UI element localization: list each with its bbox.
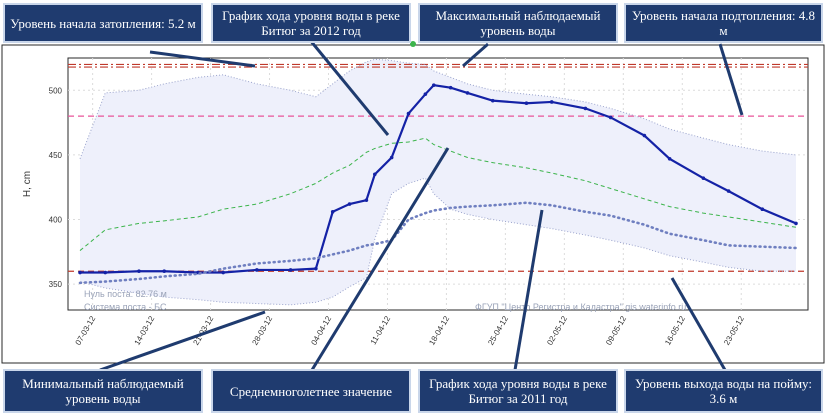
point-2012 [583, 106, 588, 111]
watermark-system: Система поста - БС [84, 302, 167, 312]
callout-long-term-avg-text: Среднемноголетнее значение [229, 383, 393, 399]
point-2012 [701, 176, 706, 180]
point-2012 [103, 270, 108, 275]
y-tick-label: 500 [49, 86, 63, 95]
callout-floodplain-exit-text: Уровень выхода воды на пойму: 3.6 м [635, 376, 812, 406]
callout-underflood-start: Уровень начала подтопления: 4.8 м [624, 3, 823, 43]
point-2012 [423, 92, 428, 96]
point-2012 [314, 266, 318, 271]
pointer-floodplain [670, 277, 727, 371]
point-2012 [78, 270, 82, 275]
point-2012 [255, 268, 259, 272]
point-2012 [642, 133, 647, 138]
y-tick-label: 350 [49, 280, 63, 289]
series-2011 [78, 201, 798, 285]
watermark-zero: Нуль поста: 82.76 м [84, 289, 167, 299]
callout-graph-2011: График хода уровня воды в реке Битюг за … [418, 369, 618, 413]
point-2012 [389, 155, 394, 160]
point-2012 [364, 198, 369, 202]
point-2012 [549, 100, 554, 104]
series-avg [79, 137, 797, 251]
callout-min-observed-text: Минимальный наблюдаемый уровень воды [22, 376, 184, 406]
pointer-max-observed [462, 42, 489, 68]
callout-max-observed-text: Максимальный наблюдаемый уровень воды [435, 8, 601, 38]
y-axis-label: H, cm [22, 171, 33, 197]
point-2012 [794, 221, 798, 226]
pointer-underflood [718, 43, 744, 116]
point-2012 [448, 85, 453, 90]
point-2012 [726, 189, 731, 193]
series-lines [78, 58, 798, 306]
point-2012 [608, 115, 613, 120]
callout-floodplain-exit: Уровень выхода воды на пойму: 3.6 м [624, 369, 823, 413]
point-2012 [465, 91, 470, 95]
callout-max-observed: Максимальный наблюдаемый уровень воды [418, 3, 618, 43]
point-2012 [137, 269, 141, 274]
pointer-min-observed [99, 310, 266, 372]
point-2012 [162, 269, 167, 274]
point-2012 [288, 268, 293, 272]
point-2012 [431, 83, 436, 87]
point-2012 [667, 157, 672, 161]
callout-min-observed: Минимальный наблюдаемый уровень воды [3, 369, 203, 413]
series-2012 [80, 83, 797, 274]
point-2012 [330, 209, 335, 214]
y-tick-label: 450 [49, 151, 63, 160]
point-2012 [524, 101, 529, 106]
callout-flood-start-text: Уровень начала затопления: 5.2 м [10, 15, 196, 31]
point-2012 [373, 172, 377, 177]
callout-graph-2011-text: График хода уровня воды в реке Битюг за … [429, 376, 607, 406]
callout-underflood-start-text: Уровень начала подтопления: 4.8 м [631, 8, 816, 38]
point-2012 [221, 270, 225, 275]
callout-pointers [99, 39, 744, 372]
anchor-dot [410, 41, 416, 47]
pointer-graph-2012 [308, 39, 390, 136]
pointer-avg [310, 147, 450, 371]
point-2012 [490, 98, 495, 103]
y-tick-labels: 350 400 450 500 [49, 86, 63, 289]
watermark-source: ФГУП "Центр Регистра и Кадастра" gis.wat… [475, 302, 686, 312]
pointer-graph-2011 [513, 209, 544, 371]
callout-long-term-avg: Среднемноголетнее значение [211, 369, 411, 413]
point-2012 [760, 207, 765, 211]
callout-graph-2012-text: График хода уровня воды в реке Битюг за … [222, 8, 400, 38]
callout-flood-start: Уровень начала затопления: 5.2 м [3, 3, 203, 43]
point-2012 [347, 202, 352, 206]
callout-graph-2012: График хода уровня воды в реке Битюг за … [211, 3, 411, 43]
point-2012 [406, 111, 411, 116]
pointer-flood-start [149, 50, 256, 68]
y-tick-label: 400 [49, 216, 63, 225]
